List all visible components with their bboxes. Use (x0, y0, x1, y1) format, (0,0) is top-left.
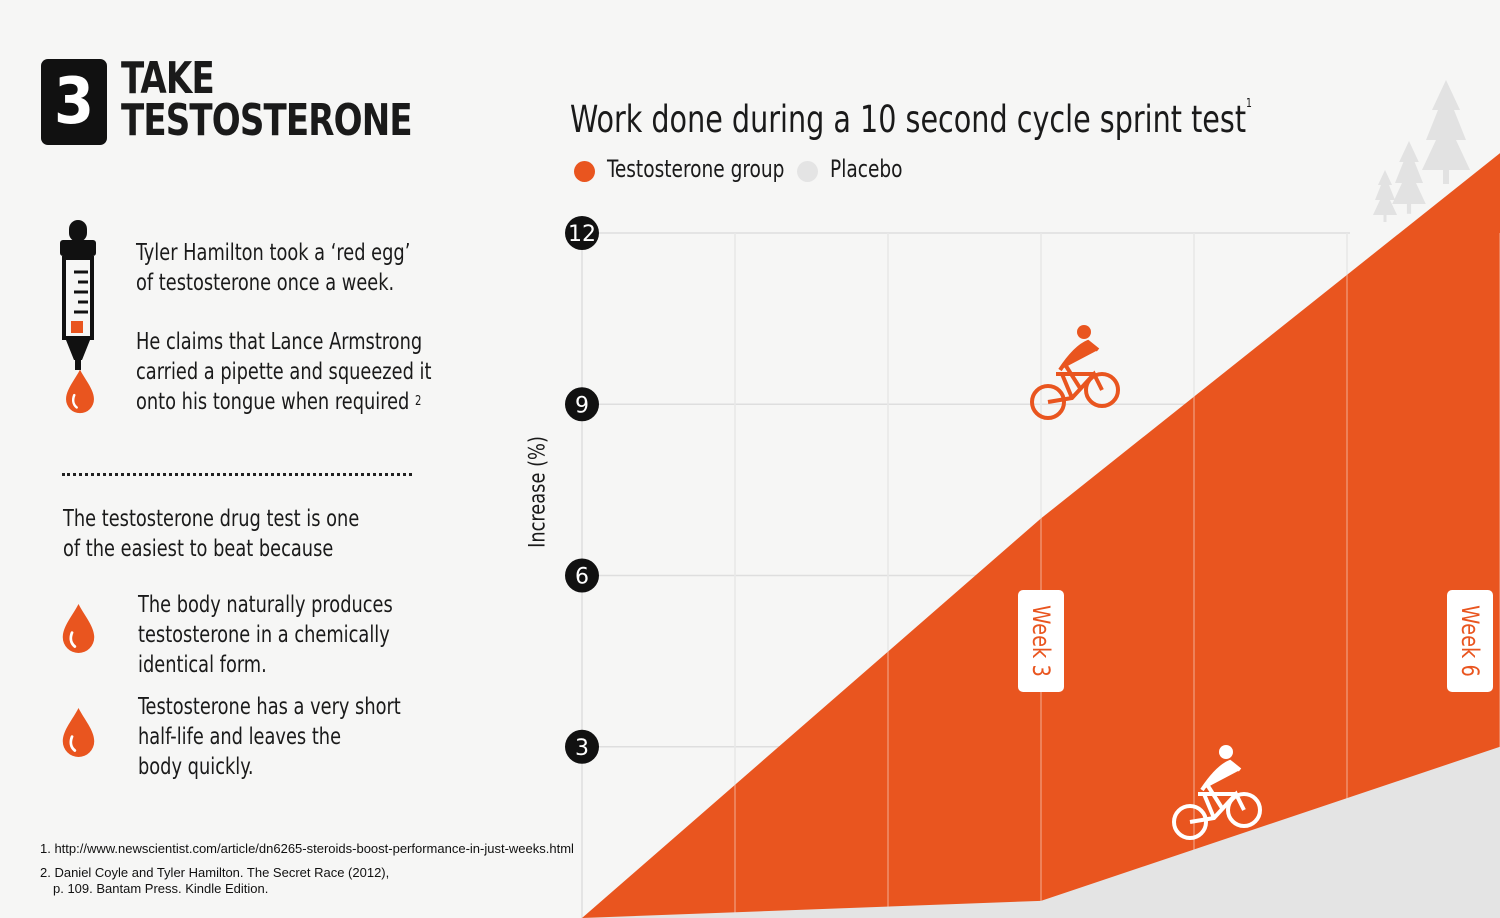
headline-line1: TAKE (121, 53, 215, 104)
step-number-badge: 3 (41, 59, 107, 145)
tree-icon (1373, 170, 1397, 222)
legend-swatch-placebo (797, 161, 818, 182)
dotted-divider (62, 473, 412, 476)
drop-icon (66, 369, 94, 414)
para-red-egg: Tyler Hamilton took a ‘red egg’ of testo… (136, 240, 411, 296)
area-testosterone (582, 153, 1500, 918)
y-axis-label: Increase (%) (525, 436, 551, 548)
legend-label-testosterone: Testosterone group (607, 155, 785, 183)
cyclist-icon (1172, 745, 1262, 840)
y-tick-label: 9 (575, 393, 589, 418)
legend-label-placebo: Placebo (830, 155, 903, 183)
footnote-ref-2: 2 (415, 394, 422, 409)
tree-icon (1392, 141, 1426, 214)
bullet-short-half-life: Testosterone has a very short half-life … (138, 694, 401, 780)
area-placebo (582, 746, 1500, 918)
cyclist-icon (1030, 325, 1120, 420)
chart-title: Work done during a 10 second cycle sprin… (570, 96, 1252, 141)
para-drug-test: The testosterone drug test is one of the… (63, 506, 360, 562)
week-3-marker: Week 3 (1018, 590, 1064, 692)
tree-icons (1373, 80, 1470, 222)
headline-line2: TESTOSTERONE (121, 95, 413, 146)
pipette-icon (60, 220, 96, 370)
headline: TAKE TESTOSTERONE (121, 53, 459, 146)
y-tick-marker (565, 729, 599, 764)
tree-icon (1422, 80, 1470, 184)
legend-swatch-testosterone (574, 161, 595, 182)
drop-icon (62, 603, 95, 653)
y-tick-label: 6 (575, 565, 589, 590)
footnote-2: 2. Daniel Coyle and Tyler Hamilton. The … (40, 865, 390, 896)
footnote-1: 1. http://www.newscientist.com/article/d… (40, 841, 574, 856)
para-armstrong: He claims that Lance Armstrong carried a… (136, 329, 432, 415)
drop-icon (62, 707, 95, 757)
footnote-ref-1: 1 (1246, 96, 1252, 110)
bullet-natural-production: The body naturally produces testosterone… (138, 592, 393, 678)
week-6-marker: Week 6 (1447, 590, 1493, 692)
y-tick-label: 12 (568, 222, 596, 247)
y-tick-marker (565, 558, 599, 593)
y-tick-marker (565, 387, 599, 422)
y-tick-label: 3 (575, 736, 589, 761)
y-tick-marker (565, 216, 599, 250)
